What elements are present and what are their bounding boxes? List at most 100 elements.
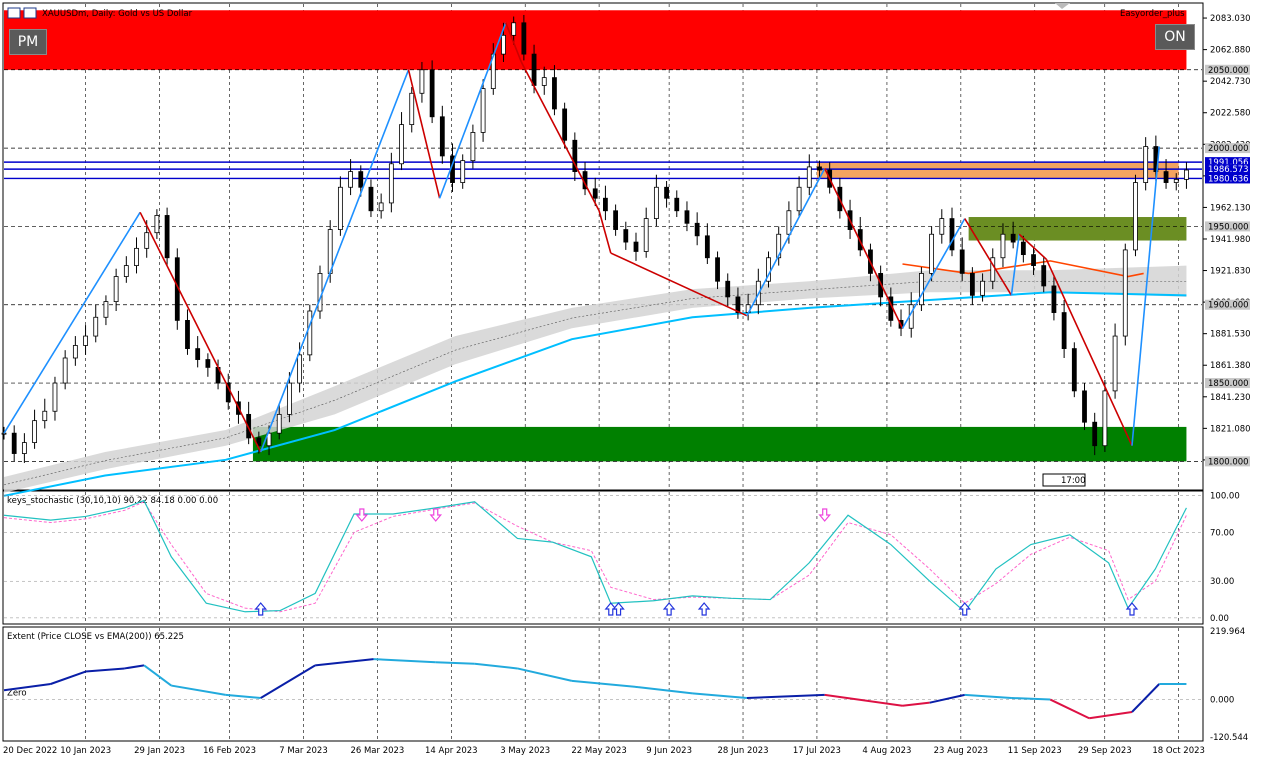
- x-tick-label: 11 Sep 2023: [1008, 746, 1062, 756]
- price-level-tag: [1205, 378, 1250, 389]
- y-tick-label: 1821.080: [1210, 424, 1251, 434]
- x-tick-label: 22 May 2023: [571, 746, 626, 756]
- candle-body: [195, 348, 201, 360]
- zigzag-segment: [520, 61, 600, 212]
- clock-label: 17:00: [1061, 476, 1086, 486]
- candle-body: [664, 186, 669, 199]
- candle-body: [562, 108, 568, 141]
- x-tick-label: 10 Jan 2023: [60, 746, 111, 756]
- buy-arrow-icon: [958, 602, 972, 616]
- candle-body: [796, 186, 802, 212]
- buy-arrow-icon: [612, 602, 625, 616]
- extent-segment: [1011, 697, 1051, 701]
- price-level-tag: [1205, 173, 1250, 184]
- y-tick-label: 1861.380: [1210, 361, 1251, 371]
- candle-body: [572, 139, 578, 172]
- extent-segment: [637, 686, 693, 695]
- candle-body: [113, 276, 119, 303]
- pm-button[interactable]: PM: [9, 29, 47, 55]
- x-tick-label: 4 Aug 2023: [862, 746, 911, 756]
- zigzag-segment: [407, 69, 441, 199]
- on-button[interactable]: ON: [1155, 24, 1195, 50]
- candle-body: [419, 69, 425, 94]
- stoch-tick-label: 100.00: [1210, 492, 1240, 502]
- red-zone: [4, 10, 1187, 70]
- zigzag-segment: [139, 211, 262, 453]
- candle-body: [1133, 182, 1138, 251]
- candle-body: [1000, 233, 1006, 259]
- candle-body: [52, 382, 58, 412]
- candle-body: [786, 210, 792, 235]
- candle-body: [1051, 285, 1057, 313]
- x-tick-label: 23 Aug 2023: [934, 746, 988, 756]
- y-tick-label: 1962.130: [1210, 203, 1251, 213]
- zigzag-segment: [823, 168, 904, 329]
- price-level-tag: [1205, 143, 1250, 154]
- candle-body: [980, 280, 985, 296]
- candle-body: [1173, 179, 1179, 183]
- x-tick-label: 26 Mar 2023: [350, 746, 404, 756]
- x-tick-label: 18 Oct 2023: [1152, 746, 1205, 756]
- candle-body: [1061, 312, 1067, 349]
- candle-body: [256, 437, 262, 447]
- zigzag-segment: [1018, 233, 1047, 260]
- candle-body: [276, 413, 282, 434]
- candle-body: [460, 160, 466, 183]
- zigzag-segment: [259, 69, 410, 453]
- candle-body: [1122, 249, 1128, 337]
- extent-segment: [929, 693, 965, 704]
- price-level-label: 1986.573: [1208, 165, 1249, 175]
- extent-segment: [474, 662, 518, 670]
- candle-body: [511, 22, 517, 36]
- candle-body: [42, 410, 48, 422]
- extent-segment: [435, 661, 475, 665]
- candle-body: [674, 197, 680, 212]
- extent-segment: [964, 693, 1012, 699]
- candle-body: [725, 280, 731, 298]
- band-mid-line: [3, 280, 1187, 486]
- price-level-tag: [1205, 164, 1250, 175]
- candle-body: [552, 77, 557, 110]
- zigzag-segment: [505, 22, 523, 63]
- extent-segment: [225, 693, 261, 699]
- candle-body: [154, 215, 160, 234]
- clock-box: [1042, 473, 1086, 487]
- candle-body: [1092, 421, 1098, 447]
- extent-segment: [692, 692, 748, 699]
- sell-arrow-icon: [355, 508, 369, 522]
- candle-body: [429, 69, 435, 118]
- candle-body: [653, 186, 659, 219]
- candle-body: [297, 354, 303, 384]
- candle-body: [1010, 233, 1016, 243]
- candle-body: [337, 186, 343, 230]
- extent-segment: [3, 683, 51, 692]
- price-level-label: 1991.056: [1208, 158, 1249, 168]
- buy-arrow-icon: [254, 602, 267, 616]
- extent-segment: [315, 658, 374, 667]
- extent-frame: [2, 626, 1204, 742]
- extent-segment: [373, 658, 436, 664]
- y-tick-label: 2042.730: [1210, 77, 1251, 87]
- zero-label: Zero: [7, 689, 27, 699]
- expert-name: Easyorder_plus: [1120, 9, 1185, 19]
- swing-ma-line: [902, 260, 1144, 278]
- price-level-tag: [1205, 157, 1250, 168]
- sell-arrow-icon: [429, 508, 443, 522]
- candle-body: [1031, 254, 1036, 266]
- buy-arrow-icon: [697, 602, 711, 616]
- candle-body: [388, 163, 394, 204]
- buy-arrow-icon: [662, 602, 676, 616]
- y-tick-label: 1881.530: [1210, 330, 1251, 340]
- extent-segment: [571, 679, 639, 689]
- x-tick-label: 29 Sep 2023: [1078, 746, 1132, 756]
- candle-body: [480, 88, 486, 133]
- candle-body: [21, 442, 27, 454]
- extent-segment: [1089, 711, 1133, 720]
- candle-body: [501, 34, 506, 55]
- candle-body: [704, 235, 710, 259]
- candle-body: [266, 432, 272, 447]
- buy-arrow-icon: [1125, 602, 1139, 616]
- extent-segment: [517, 667, 573, 682]
